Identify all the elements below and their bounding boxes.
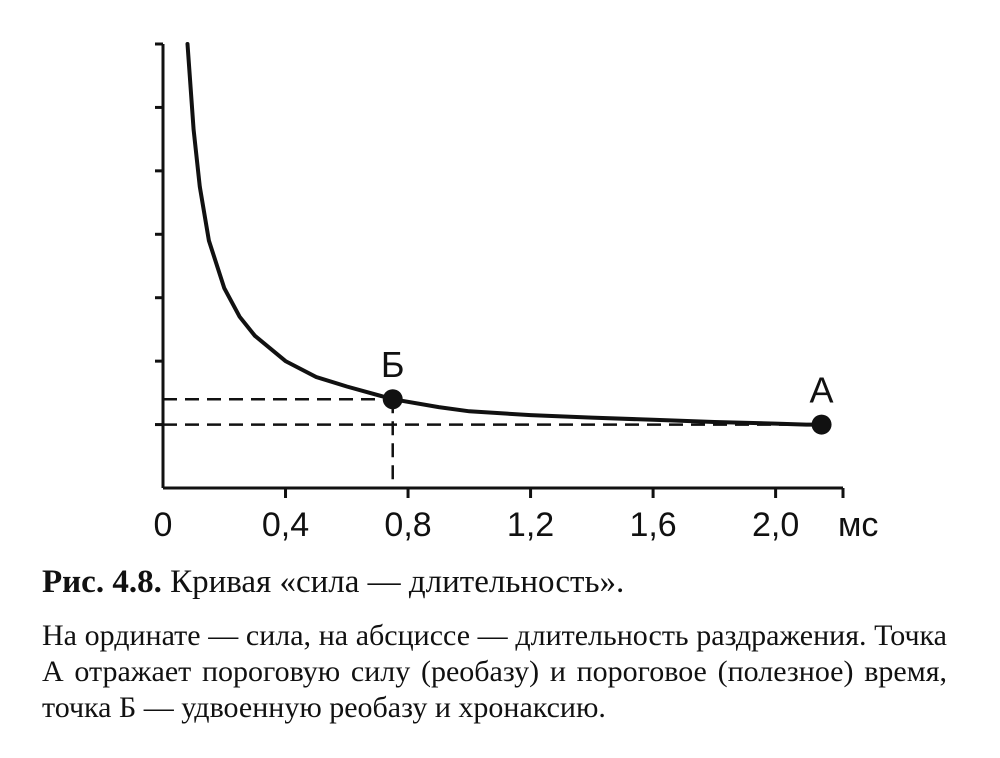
data-point — [382, 389, 403, 410]
figure-title: Кривая «сила — длительность». — [170, 564, 625, 600]
strength-duration-curve — [185, 42, 824, 427]
figure-caption: Рис. 4.8. Кривая «сила — длительность». — [42, 562, 972, 602]
x-unit-label: мс — [838, 506, 878, 544]
x-tick-label: 1,2 — [507, 506, 554, 544]
y-axis — [155, 42, 165, 488]
figure-description: На ординате — сила, на абсциссе — длител… — [42, 619, 947, 724]
guide-lines — [163, 397, 822, 488]
x-tick-label: 0,8 — [384, 506, 431, 544]
figure-number: Рис. 4.8. — [42, 564, 162, 600]
x-tick-label: 2,0 — [752, 506, 799, 544]
x-axis: 0 0,4 0,8 1,2 1,6 2,0 — [154, 486, 845, 544]
x-tick-label: 0,4 — [262, 506, 309, 544]
strength-duration-chart: 0 0,4 0,8 1,2 1,6 2,0 БА мс — [154, 42, 878, 544]
x-tick-label: 0 — [154, 506, 173, 544]
data-point — [811, 414, 832, 435]
data-points: БА — [381, 344, 834, 435]
data-point-label: А — [810, 370, 834, 411]
data-point-label: Б — [381, 344, 405, 385]
x-tick-label: 1,6 — [629, 506, 676, 544]
